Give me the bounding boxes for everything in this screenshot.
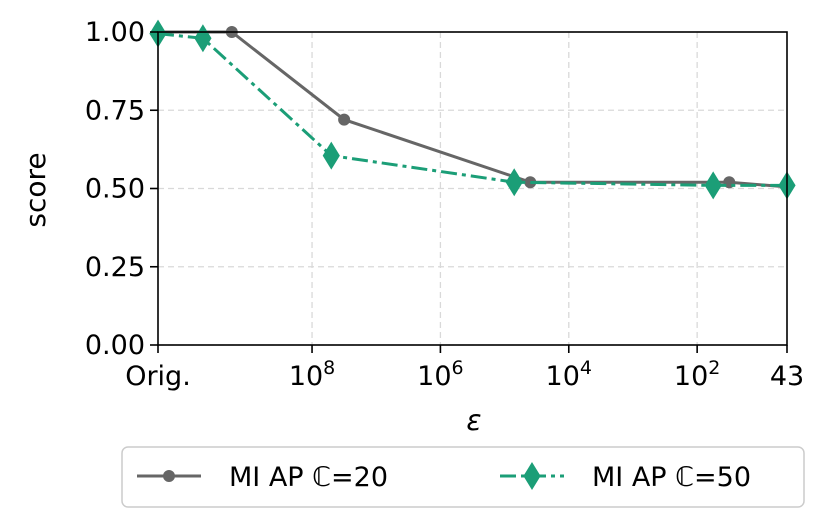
- y-tick-label: 1.00: [85, 17, 145, 48]
- x-axis: Orig. 108 106 104 102 43: [125, 345, 804, 392]
- series-layer: [149, 19, 796, 200]
- legend-marker: [163, 470, 175, 482]
- y-tick-label: 0.75: [85, 95, 145, 126]
- grid-lines: [158, 31, 787, 346]
- data-point: [505, 168, 523, 197]
- legend-box: [121, 446, 805, 508]
- x-axis-label: ε: [466, 404, 481, 437]
- legend-marker: [523, 462, 541, 490]
- y-tick-label: 0.50: [85, 174, 145, 205]
- x-tick-label: Orig.: [125, 361, 191, 392]
- legend-item-1: MI AP ℂ=20: [137, 462, 388, 493]
- legend-label: MI AP ℂ=20: [229, 462, 388, 493]
- data-point: [194, 24, 212, 53]
- y-tick-label: 0.00: [85, 330, 145, 361]
- x-tick-label: 108: [289, 357, 335, 392]
- x-tick-label: 102: [674, 357, 720, 392]
- data-point: [322, 141, 340, 170]
- legend-item-2: MI AP ℂ=50: [500, 462, 751, 493]
- series-2: [149, 19, 796, 200]
- series-line: [158, 30, 788, 189]
- legend: MI AP ℂ=20 MI AP ℂ=50: [121, 446, 805, 508]
- x-tick-label: 43: [770, 361, 804, 392]
- data-point: [704, 171, 722, 200]
- x-tick-label: 106: [417, 357, 463, 392]
- y-axis: 0.00 0.25 0.50 0.75 1.00: [85, 17, 158, 361]
- y-axis-label: score: [19, 152, 52, 227]
- data-point: [338, 113, 351, 126]
- legend-label: MI AP ℂ=50: [592, 462, 751, 493]
- x-tick-label: 104: [546, 357, 592, 392]
- y-tick-label: 0.25: [85, 252, 145, 283]
